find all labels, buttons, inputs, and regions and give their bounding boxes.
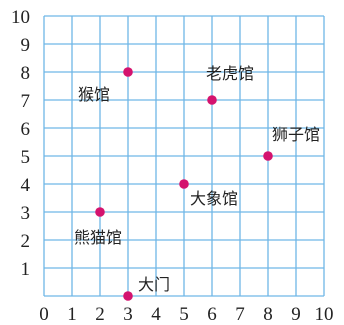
y-tick-label: 1 [21,259,31,280]
location-point [95,207,105,217]
location-point [123,67,133,77]
location-label: 大门 [138,275,170,294]
x-tick-label: 4 [151,304,161,325]
y-tick-label: 2 [21,231,31,252]
location-label: 老虎馆 [206,64,254,83]
location-point [263,151,273,161]
y-tick-label: 7 [21,91,31,112]
x-tick-label: 5 [179,304,189,325]
x-tick-label: 1 [67,304,77,325]
x-tick-label: 7 [235,304,245,325]
x-tick-label: 2 [95,304,105,325]
location-point [179,179,189,189]
x-tick-label: 3 [123,304,133,325]
x-tick-label: 10 [315,304,334,325]
x-tick-label: 6 [207,304,217,325]
location-label: 狮子馆 [272,125,320,144]
location-point [207,95,217,105]
y-tick-label: 6 [21,119,31,140]
location-label: 大象馆 [190,189,238,208]
y-tick-label: 10 [11,7,30,28]
y-tick-label: 4 [21,175,31,196]
y-tick-label: 3 [21,203,31,224]
x-tick-label: 9 [291,304,301,325]
x-tick-label: 8 [263,304,273,325]
y-tick-label: 9 [21,35,31,56]
location-label: 熊猫馆 [74,228,122,247]
x-tick-label: 0 [39,304,49,325]
location-points [95,67,273,301]
location-label: 猴馆 [78,85,110,104]
y-tick-label: 5 [21,147,31,168]
location-point [123,291,133,301]
grid-lines [43,15,325,297]
y-tick-label: 8 [21,63,31,84]
